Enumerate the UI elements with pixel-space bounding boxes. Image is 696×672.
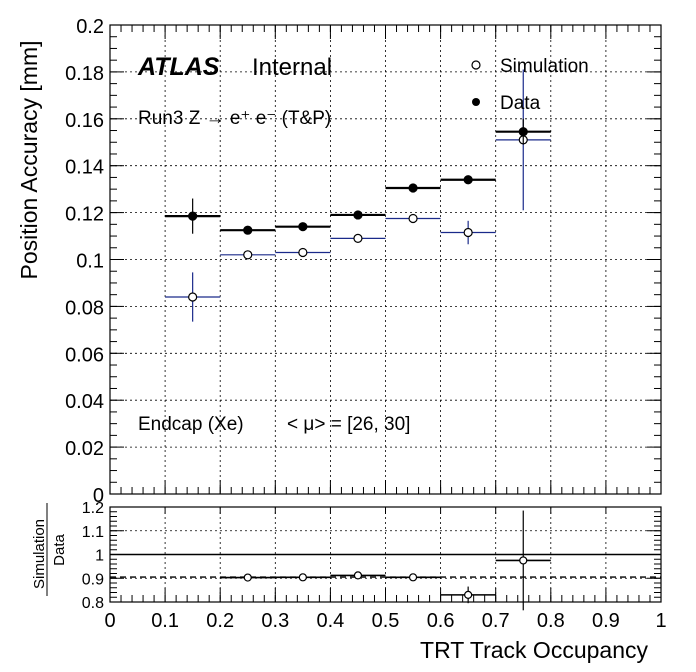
- main-y-tick-label: 0.1: [76, 251, 104, 273]
- simulation-point-marker: [298, 247, 308, 258]
- simulation-point: [385, 213, 441, 224]
- main-y-axis-label: Position Accuracy [mm]: [16, 40, 42, 279]
- x-tick-label: 0: [104, 610, 115, 632]
- simulation-point: [330, 233, 386, 243]
- main-y-tick-label: 0.2: [76, 16, 104, 38]
- simulation-point-marker: [243, 250, 253, 260]
- data-point: [275, 222, 331, 232]
- main-y-tick-label: 0.18: [65, 63, 104, 85]
- data-point: [220, 225, 276, 235]
- region-annotation: Endcap (Xe): [138, 414, 244, 435]
- ratio-point: [330, 571, 386, 580]
- ratio-point: [385, 573, 441, 582]
- main-y-tick-label: 0.02: [65, 438, 104, 460]
- legend-data-marker: [472, 98, 480, 106]
- x-tick-label: 0.6: [427, 610, 455, 632]
- ratio-y-tick-label: 0.8: [82, 595, 104, 612]
- x-tick-label: 0.8: [537, 610, 565, 632]
- data-point-marker: [298, 222, 308, 232]
- data-point: [495, 118, 551, 145]
- x-tick-label: 0.2: [206, 610, 234, 632]
- main-y-tick-label: 0.04: [65, 391, 104, 413]
- legend-simulation-marker: [471, 60, 481, 70]
- ratio-y-label-numerator: Simulation: [31, 519, 48, 589]
- data-point-marker: [518, 127, 528, 137]
- ratio-point: [495, 510, 551, 611]
- main-y-tick-label: 0.06: [65, 344, 104, 366]
- simulation-point: [275, 247, 331, 258]
- data-point-marker: [408, 183, 418, 193]
- simulation-point-marker: [188, 292, 198, 302]
- simulation-point: [165, 272, 221, 322]
- ratio-plot-frame: [109, 506, 662, 603]
- main-plot-frame: [109, 24, 662, 495]
- ratio-point-marker: [243, 573, 252, 582]
- main-y-tick-label: 0.16: [65, 110, 104, 132]
- main-y-tick-label: 0.14: [65, 157, 104, 179]
- simulation-point: [440, 220, 496, 245]
- x-tick-label: 0.7: [482, 610, 510, 632]
- ratio-point-marker: [298, 573, 307, 582]
- simulation-point: [220, 250, 276, 260]
- x-tick-label: 0.3: [261, 610, 289, 632]
- pileup-annotation: < μ> = [26, 30]: [287, 414, 410, 435]
- ratio-point-marker: [353, 571, 363, 580]
- x-tick-label: 0.9: [592, 610, 620, 632]
- main-y-tick-label: 0: [93, 485, 104, 507]
- data-point: [165, 198, 221, 234]
- data-point-marker: [188, 211, 198, 221]
- data-point: [440, 175, 496, 185]
- ratio-point-marker: [464, 590, 473, 599]
- legend-data-label: Data: [500, 93, 541, 114]
- legend: Simulation Data: [471, 56, 589, 114]
- ratio-point: [220, 573, 276, 582]
- x-tick-label: 1: [655, 610, 666, 632]
- legend-simulation-label: Simulation: [500, 56, 589, 77]
- ratio-point: [275, 573, 331, 582]
- ratio-point-marker: [519, 556, 528, 565]
- data-point-marker: [243, 225, 253, 235]
- data-point: [385, 183, 441, 193]
- simulation-point-marker: [408, 213, 418, 224]
- simulation-point-marker: [353, 233, 363, 243]
- x-tick-label: 0.5: [372, 610, 400, 632]
- ratio-y-tick-label: 1.1: [82, 524, 104, 541]
- ratio-point: [440, 586, 496, 604]
- main-y-tick-label: 0.08: [65, 297, 104, 319]
- ratio-y-tick-label: 1: [95, 548, 104, 565]
- atlas-label: ATLAS: [137, 53, 220, 81]
- ratio-y-axis-label: Simulation Data: [31, 503, 68, 596]
- simulation-point-marker: [463, 227, 473, 238]
- ratio-point-marker: [408, 573, 418, 582]
- ratio-y-label-denominator: Data: [51, 534, 68, 566]
- data-point-marker: [353, 210, 363, 220]
- internal-label: Internal: [252, 54, 332, 81]
- x-axis-label: TRT Track Occupancy: [420, 637, 648, 663]
- run-annotation: Run3 Z → e⁺ e⁻ (T&P): [138, 108, 331, 129]
- x-tick-label: 0.1: [151, 610, 179, 632]
- ratio-y-tick-label: 1.2: [82, 500, 104, 517]
- ratio-y-tick-label: 0.9: [82, 571, 104, 588]
- data-point-marker: [463, 175, 473, 185]
- x-tick-label: 0.4: [316, 610, 344, 632]
- data-point: [330, 210, 386, 220]
- main-y-tick-label: 0.12: [65, 204, 104, 226]
